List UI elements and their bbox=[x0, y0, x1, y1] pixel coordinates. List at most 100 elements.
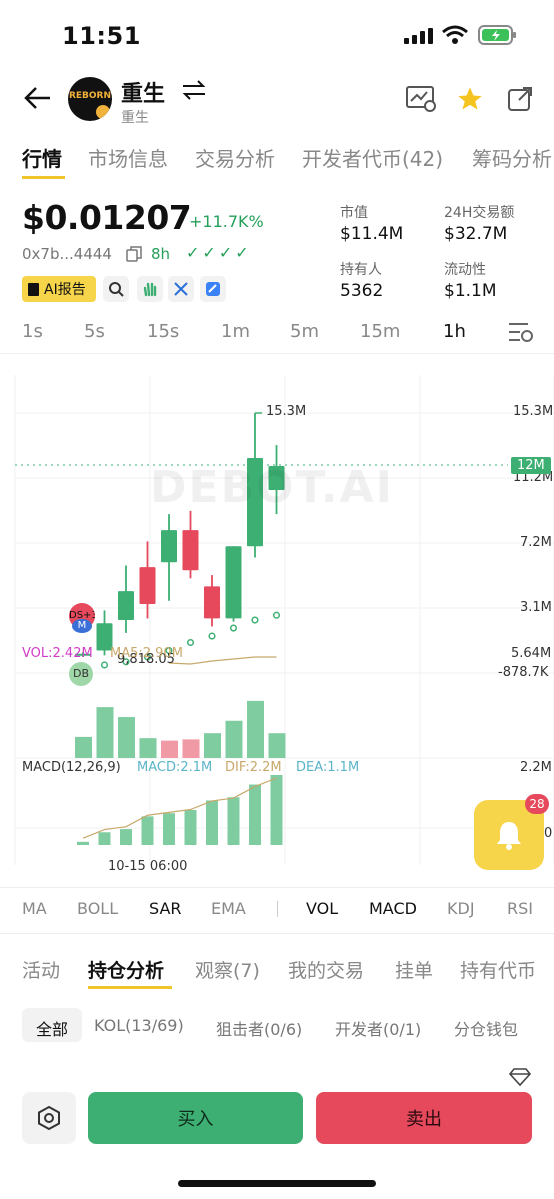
swap-icon[interactable] bbox=[181, 79, 207, 101]
tab-holdings[interactable]: 持仓分析 bbox=[88, 960, 165, 982]
indicator-vol[interactable]: VOL bbox=[306, 899, 339, 918]
tf-1h[interactable]: 1h bbox=[443, 321, 466, 342]
telegram-chip[interactable] bbox=[200, 276, 226, 302]
candle-body-1 bbox=[96, 623, 113, 651]
telegram-icon bbox=[206, 282, 220, 296]
y-tick-2: 7.2M bbox=[520, 535, 552, 550]
tab-activity[interactable]: 活动 bbox=[22, 960, 61, 982]
sar-dot-7 bbox=[229, 624, 238, 632]
indicator-ma[interactable]: MA bbox=[22, 899, 47, 918]
hand-icon bbox=[143, 282, 157, 297]
macd-tick-0: 2.2M bbox=[520, 760, 552, 775]
tab-market[interactable]: 行情 bbox=[22, 147, 62, 171]
sell-button[interactable]: 卖出 bbox=[316, 1092, 532, 1144]
tf-15s[interactable]: 15s bbox=[147, 321, 180, 342]
candle-body-7 bbox=[225, 546, 242, 619]
tab-held-tokens[interactable]: 持有代币 bbox=[460, 960, 537, 982]
book-icon bbox=[28, 282, 39, 296]
hand-chip[interactable] bbox=[137, 276, 163, 302]
badge-icon bbox=[96, 105, 110, 119]
x-chip[interactable] bbox=[168, 276, 194, 302]
filter-all[interactable]: 全部 bbox=[36, 1020, 69, 1039]
stat-value-holders: 5362 bbox=[340, 281, 384, 301]
candlestick-chart[interactable] bbox=[0, 355, 554, 885]
indicator-boll[interactable]: BOLL bbox=[77, 899, 119, 918]
y-tick-3: 3.1M bbox=[520, 600, 552, 615]
star-icon[interactable] bbox=[456, 85, 484, 113]
stat-value-mcap: $11.4M bbox=[340, 224, 404, 244]
tab-dev-tokens[interactable]: 开发者代币(42) bbox=[302, 147, 444, 171]
indicator-macd[interactable]: MACD bbox=[369, 899, 417, 918]
macd-bar-7 bbox=[227, 797, 240, 845]
tab-chips[interactable]: 筹码分析 bbox=[472, 147, 552, 171]
home-indicator bbox=[178, 1180, 376, 1187]
stat-value-volume: $32.7M bbox=[444, 224, 508, 244]
low-price-label: 9,818.05 bbox=[117, 652, 175, 667]
vol-label: VOL:2.42M bbox=[22, 646, 93, 661]
chart-watermark: DEBOT.AI bbox=[150, 462, 394, 513]
vol-tick-0: 5.64M bbox=[511, 646, 552, 661]
volume-bar-9 bbox=[268, 733, 286, 758]
tf-1s[interactable]: 1s bbox=[22, 321, 43, 342]
filter-all-bg bbox=[22, 1008, 82, 1042]
stat-value-liquidity: $1.1M bbox=[444, 281, 497, 301]
ma5-label: MA5:2.90M bbox=[110, 646, 183, 661]
candle-body-3 bbox=[139, 567, 156, 604]
macd-bar-5 bbox=[184, 810, 197, 845]
tf-15m[interactable]: 15m bbox=[360, 321, 401, 342]
buy-button[interactable]: 买入 bbox=[88, 1092, 303, 1144]
ai-report-button[interactable]: AI报告 bbox=[22, 276, 96, 302]
tf-5s[interactable]: 5s bbox=[84, 321, 105, 342]
ai-report-label: AI报告 bbox=[44, 282, 86, 298]
macd-value: MACD:2.1M bbox=[137, 760, 213, 775]
indicator-rsi[interactable]: RSI bbox=[507, 899, 533, 918]
filter-sniper[interactable]: 狙击者(0/6) bbox=[216, 1020, 303, 1039]
diamond-icon[interactable] bbox=[508, 1067, 532, 1087]
sar-dot-8 bbox=[251, 616, 259, 624]
volume-bar-0 bbox=[75, 736, 92, 758]
candle-body-2 bbox=[118, 591, 134, 621]
tab-my-trades[interactable]: 我的交易 bbox=[288, 960, 365, 982]
indicator-sar[interactable]: SAR bbox=[149, 899, 182, 918]
marker-db: DB bbox=[69, 662, 93, 686]
marker-m: M bbox=[72, 619, 92, 633]
filter-split-wallet[interactable]: 分仓钱包 bbox=[454, 1020, 519, 1039]
settings-button[interactable] bbox=[22, 1092, 76, 1144]
high-price-label: 15.3M bbox=[266, 404, 307, 419]
battery-icon bbox=[478, 24, 518, 46]
tab-market-info[interactable]: 市场信息 bbox=[88, 147, 168, 171]
token-logo: REBORN bbox=[68, 77, 112, 121]
copy-icon[interactable] bbox=[126, 246, 142, 262]
tf-5m[interactable]: 5m bbox=[290, 321, 319, 342]
price-value: $0.01207 bbox=[22, 198, 192, 237]
dea-value: DEA:1.1M bbox=[296, 760, 360, 775]
sell-label: 卖出 bbox=[406, 1109, 442, 1130]
tab-watch[interactable]: 观察(7) bbox=[195, 960, 260, 982]
share-icon[interactable] bbox=[507, 86, 533, 112]
macd-bar-6 bbox=[206, 800, 218, 845]
sar-dot-3 bbox=[143, 653, 152, 661]
macd-tick-1: 0 bbox=[544, 826, 553, 841]
sar-dot-1 bbox=[100, 661, 109, 669]
search-chip[interactable] bbox=[103, 276, 129, 302]
volume-bar-2 bbox=[118, 717, 135, 758]
filter-dev[interactable]: 开发者(0/1) bbox=[335, 1020, 422, 1039]
stat-label-liquidity: 流动性 bbox=[444, 262, 486, 278]
filter-kol[interactable]: KOL(13/69) bbox=[94, 1016, 184, 1035]
macd-bar-9 bbox=[270, 775, 283, 845]
chart-watch-icon[interactable] bbox=[406, 86, 436, 112]
indicator-kdj[interactable]: KDJ bbox=[447, 899, 475, 918]
y-tick-4: -878.7K bbox=[498, 665, 549, 680]
tab-trade-analysis[interactable]: 交易分析 bbox=[195, 147, 275, 171]
tab-orders[interactable]: 挂单 bbox=[395, 960, 434, 982]
tf-1m[interactable]: 1m bbox=[221, 321, 250, 342]
sar-dot-5 bbox=[186, 638, 195, 647]
chart-settings-icon[interactable] bbox=[508, 321, 534, 343]
dif-value: DIF:2.2M bbox=[225, 760, 282, 775]
indicator-ema[interactable]: EMA bbox=[211, 899, 246, 918]
candle-body-4 bbox=[161, 530, 177, 563]
hexagon-gear-icon bbox=[38, 1105, 60, 1131]
macd-bar-0 bbox=[77, 841, 89, 845]
back-button[interactable] bbox=[22, 84, 54, 112]
macd-bar-2 bbox=[120, 829, 132, 845]
